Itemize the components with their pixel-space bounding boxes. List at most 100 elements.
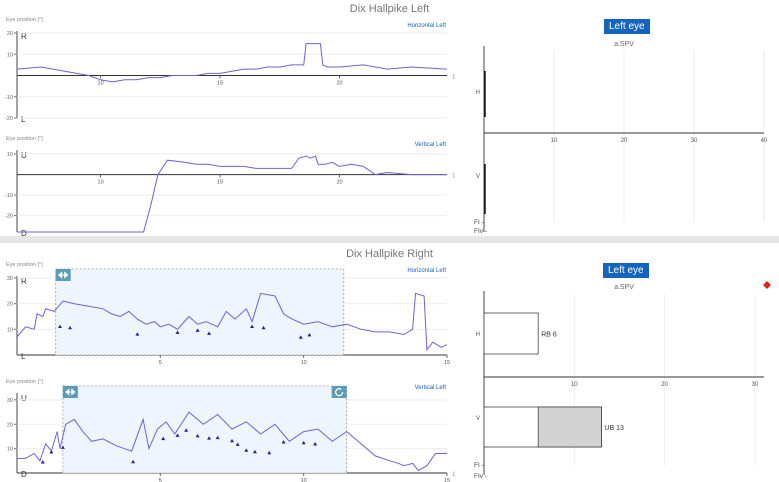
nystagmus-beat-marker — [298, 335, 303, 339]
end-tick-label: 1 — [452, 174, 456, 180]
spv-footer-text: FIv - — [474, 473, 487, 480]
spv-footer-text: FI - — [474, 219, 484, 226]
spv-x-tick-label: 10 — [551, 138, 558, 144]
nystagmus-beat-marker — [58, 324, 62, 328]
rotate-icon[interactable] — [331, 386, 347, 398]
x-tick-label: 20 — [336, 81, 342, 87]
eye-position-trace — [17, 411, 447, 472]
y-tick-label: 30 — [7, 398, 13, 404]
x-tick-label: 10 — [98, 81, 104, 87]
spv-footer-text: FIv - — [474, 228, 487, 235]
eye-selector-button[interactable]: Left eye — [604, 19, 650, 34]
spv-chart-title: a.SPV — [614, 41, 634, 48]
eye-selector-button[interactable]: Left eye — [603, 263, 649, 278]
trace-name: Vertical Left — [415, 385, 447, 391]
x-tick-label: 10 — [301, 360, 307, 366]
nystagmus-beat-marker — [267, 450, 272, 455]
spv-x-tick-label: 20 — [661, 382, 668, 388]
direction-bottom-letter: D — [21, 470, 27, 479]
nystagmus-beat-marker — [235, 442, 240, 446]
panel-title: Dix Hallpike Right — [346, 248, 433, 260]
eye-position-trace — [17, 155, 447, 233]
nystagmus-beat-marker — [68, 325, 73, 330]
x-tick-label: 10 — [98, 180, 104, 186]
move-arrows-icon[interactable] — [62, 386, 78, 398]
x-tick-label: 5 — [159, 478, 162, 482]
analysis-region[interactable] — [62, 385, 348, 474]
trace-name: Vertical Left — [415, 142, 447, 148]
nystagmus-beat-marker — [252, 449, 257, 454]
nystagmus-beat-marker — [281, 440, 286, 444]
eye-position-trace — [16, 43, 448, 83]
nystagmus-beat-marker — [307, 333, 312, 337]
trace-name: Horizontal Left — [407, 23, 446, 29]
trace-name: Horizontal Left — [407, 268, 446, 274]
rotate-arrow-glyph — [339, 388, 342, 391]
nystagmus-beat-marker — [215, 435, 220, 440]
nystagmus-beat-marker — [49, 450, 54, 454]
red-diamond-icon — [763, 281, 771, 289]
spv-bar-shaded — [537, 406, 602, 448]
panel-right-charts: Eye position [°] Horizontal Left R L 30 20 10 5… — [6, 262, 771, 482]
eye-position-trace — [16, 292, 448, 352]
nystagmus-beat-marker — [60, 445, 65, 449]
nystagmus-beat-marker — [184, 428, 189, 432]
x-tick-label: 15 — [444, 360, 450, 366]
spv-x-tick-label: 40 — [761, 138, 768, 144]
y-tick-label: -10 — [5, 193, 13, 199]
y-tick-label: -20 — [5, 116, 13, 122]
x-tick-label: 5 — [159, 360, 162, 366]
spv-row-label: V — [476, 174, 480, 180]
x-tick-label: 20 — [336, 180, 342, 186]
panel-left-hallpike: Dix Hallpike Left Left eye Eye position … — [0, 0, 779, 236]
spv-footer-text: FI - — [474, 462, 484, 469]
spv-row-label: H — [476, 90, 480, 96]
panel-title: Dix Hallpike Left — [349, 3, 430, 15]
y-tick-label: 10 — [7, 327, 13, 333]
y-axis-label: Eye position [°] — [6, 136, 43, 142]
spv-x-tick-label: 20 — [621, 138, 628, 144]
nystagmus-beat-marker — [195, 433, 200, 438]
spv-chart-title: a.SPV — [614, 284, 634, 291]
y-tick-label: 10 — [7, 447, 13, 453]
y-tick-label: 10 — [7, 52, 13, 58]
spv-x-tick-label: 10 — [571, 382, 578, 388]
panel-left-charts: Eye position [°] Horizontal Left R L 20 10 -10… — [5, 17, 768, 236]
spv-x-tick-label: 30 — [752, 382, 759, 388]
panel-right-hallpike: Dix Hallpike Right Left eye Eye position… — [0, 243, 779, 482]
move-arrows-icon[interactable] — [55, 269, 71, 281]
end-tick-label: 1 — [452, 472, 456, 478]
nystagmus-beat-marker — [261, 325, 266, 330]
nystagmus-beat-marker — [301, 440, 306, 445]
nystagmus-beat-marker — [175, 330, 180, 334]
end-tick-label: 1 — [452, 75, 456, 81]
spv-row-label: H — [476, 332, 480, 338]
spv-bar[interactable] — [483, 312, 539, 355]
spv-bar-label: RB 6 — [541, 332, 557, 339]
nystagmus-beat-marker — [161, 436, 166, 441]
direction-bottom-letter: L — [21, 115, 26, 124]
y-tick-label: 20 — [7, 422, 13, 428]
x-tick-label: 15 — [217, 81, 223, 87]
y-tick-label: 30 — [7, 276, 13, 282]
x-tick-label: 15 — [217, 180, 223, 186]
nystagmus-beat-marker — [250, 324, 255, 328]
y-tick-label: -20 — [5, 214, 13, 220]
direction-top-letter: U — [21, 394, 27, 403]
spv-x-tick-label: 30 — [691, 138, 698, 144]
analysis-region[interactable] — [55, 268, 345, 356]
y-axis-label: Eye position [°] — [6, 17, 43, 23]
x-tick-label: 15 — [444, 478, 450, 482]
move-arrows-glyph — [57, 271, 69, 279]
direction-bottom-letter: L — [21, 352, 26, 361]
nystagmus-beat-marker — [40, 460, 45, 464]
direction-top-letter: U — [21, 151, 27, 160]
x-tick-label: 10 — [301, 478, 307, 482]
reset-handle-bg[interactable] — [331, 386, 347, 398]
y-tick-label: 10 — [7, 152, 13, 158]
nystagmus-beat-marker — [244, 448, 249, 452]
y-axis-label: Eye position [°] — [6, 379, 43, 385]
rotate-glyph — [335, 388, 344, 397]
direction-top-letter: R — [21, 277, 27, 286]
nystagmus-beat-marker — [207, 331, 212, 335]
